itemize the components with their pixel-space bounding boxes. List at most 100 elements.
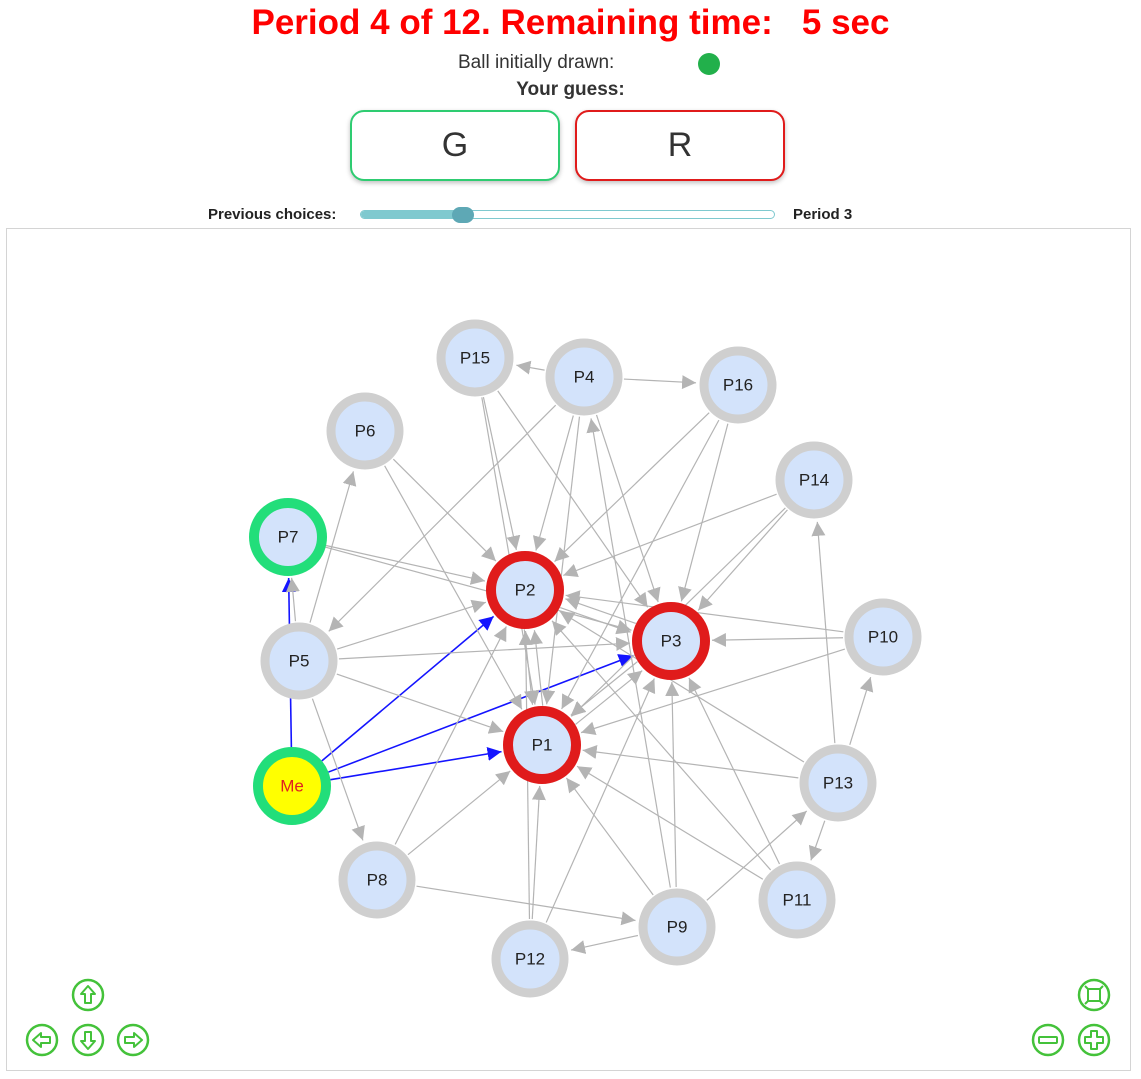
node-ring: [486, 551, 564, 629]
pan-up-button[interactable]: [71, 978, 105, 1012]
edge-p13-to-p1: [582, 745, 799, 779]
guess-red-button[interactable]: R: [575, 110, 785, 181]
node-ring: [503, 706, 581, 784]
node-p6[interactable]: P6: [326, 392, 404, 470]
slider-period-label: Period 3: [793, 206, 853, 223]
node-p14[interactable]: P14: [775, 441, 853, 519]
edge-p5-to-p2: [336, 599, 487, 650]
edge-p11-to-p1: [576, 765, 764, 880]
edge-p13-to-p11: [808, 820, 826, 861]
pan-left-button[interactable]: [25, 1023, 59, 1057]
edge-p9-to-p4: [586, 418, 671, 888]
node-p4[interactable]: P4: [545, 338, 623, 416]
node-p7[interactable]: P7: [249, 498, 327, 576]
node-ring: [699, 346, 777, 424]
pan-down-button[interactable]: [71, 1023, 105, 1057]
edge-p12-to-p1: [531, 785, 546, 920]
guess-green-button[interactable]: G: [350, 110, 560, 181]
zoom-in-button[interactable]: [1077, 1023, 1111, 1057]
edge-p12-to-p3: [545, 678, 656, 923]
arrow-right-icon: [116, 1023, 150, 1057]
edge-me-to-p1: [330, 746, 502, 781]
node-ring: [638, 888, 716, 966]
node-label: P7: [278, 528, 299, 547]
node-p3[interactable]: P3: [632, 602, 710, 680]
arrow-up-icon: [71, 978, 105, 1012]
node-p5[interactable]: P5: [260, 622, 338, 700]
edge-p14-to-p2: [563, 493, 777, 577]
edge-p11-to-p2: [551, 620, 772, 871]
edge-p6-to-p2: [392, 458, 497, 562]
edge-p2-to-p1: [523, 629, 538, 705]
nodes-layer[interactable]: P15 P4 P16 P6 P14 P7 P2 P3 P10 P5 P1 Me P13 P8 P11 P9 P1…: [249, 319, 922, 998]
edge-p10-to-p3: [711, 632, 844, 647]
node-p13[interactable]: P13: [799, 744, 877, 822]
node-p11[interactable]: P11: [758, 861, 836, 939]
edge-p6-to-p1: [384, 465, 523, 710]
edge-p5-to-p7: [285, 577, 300, 622]
edge-p13-to-p2: [559, 611, 805, 763]
edge-me-to-p3: [328, 654, 633, 773]
node-p10[interactable]: P10: [844, 598, 922, 676]
node-label: P11: [783, 891, 812, 910]
edge-p14-to-p3: [697, 509, 788, 611]
zoom-fit-button[interactable]: [1077, 978, 1111, 1012]
pan-right-button[interactable]: [116, 1023, 150, 1057]
edge-p8-to-p2: [394, 626, 507, 845]
edge-p3-to-p1: [570, 661, 638, 716]
zoom-in-icon: [1077, 1023, 1111, 1057]
zoom-out-icon: [1031, 1023, 1065, 1057]
edge-p4-to-p15: [516, 360, 545, 375]
edge-p9-to-p3: [665, 681, 680, 888]
edge-p3-to-p2: [565, 596, 637, 624]
zoom-fit-icon: [1077, 978, 1111, 1012]
edge-p7-to-p3: [325, 546, 632, 634]
edge-p16-to-p2: [554, 412, 710, 563]
zoom-out-button[interactable]: [1031, 1023, 1065, 1057]
edge-p11-to-p3: [688, 677, 781, 865]
node-ring: [775, 441, 853, 519]
ball-color-indicator: [698, 53, 720, 75]
edge-p4-to-p3: [595, 414, 661, 603]
node-label: P16: [723, 376, 753, 395]
edge-me-to-p2: [321, 615, 495, 762]
node-p12[interactable]: P12: [491, 920, 569, 998]
node-label: P12: [515, 950, 545, 969]
edge-p2-to-p3: [559, 607, 631, 635]
network-graph[interactable]: P15 P4 P16 P6 P14 P7 P2 P3 P10 P5 P1 Me P13 P8 P11 P9 P1…: [6, 228, 1131, 1071]
node-p16[interactable]: P16: [699, 346, 777, 424]
node-label: P9: [667, 918, 688, 937]
slider-fill: [361, 211, 464, 218]
node-ring: [632, 602, 710, 680]
edge-p16-to-p3: [678, 423, 729, 602]
node-label: P2: [515, 581, 536, 600]
node-label: P3: [661, 632, 682, 651]
node-ring: [260, 622, 338, 700]
previous-choices-label: Previous choices:: [208, 206, 337, 223]
arrow-down-icon: [71, 1023, 105, 1057]
node-p15[interactable]: P15: [436, 319, 514, 397]
network-graph-panel[interactable]: P15 P4 P16 P6 P14 P7 P2 P3 P10 P5 P1 Me P13 P8 P11 P9 P1…: [6, 228, 1131, 1071]
arrow-left-icon: [25, 1023, 59, 1057]
edge-p15-to-p2: [482, 396, 521, 551]
node-ring: [799, 744, 877, 822]
node-p2[interactable]: P2: [486, 551, 564, 629]
node-me[interactable]: Me: [253, 747, 331, 825]
edge-p4-to-p1: [541, 416, 581, 705]
edge-p5-to-p1: [336, 673, 504, 734]
node-p8[interactable]: P8: [338, 841, 416, 919]
edge-p8-to-p1: [407, 770, 511, 856]
edge-p4-to-p2: [532, 415, 574, 551]
node-p1[interactable]: P1: [503, 706, 581, 784]
node-ring: [249, 498, 327, 576]
previous-choices-slider[interactable]: [360, 210, 775, 219]
node-ring: [436, 319, 514, 397]
ball-drawn-row: Ball initially drawn:: [0, 51, 1141, 75]
node-label: P8: [367, 871, 388, 890]
edge-p8-to-p9: [416, 885, 636, 926]
node-label: P14: [799, 471, 829, 490]
node-label: P5: [289, 652, 310, 671]
edge-p1-to-p2: [529, 630, 544, 706]
slider-thumb[interactable]: [451, 207, 474, 223]
node-p9[interactable]: P9: [638, 888, 716, 966]
